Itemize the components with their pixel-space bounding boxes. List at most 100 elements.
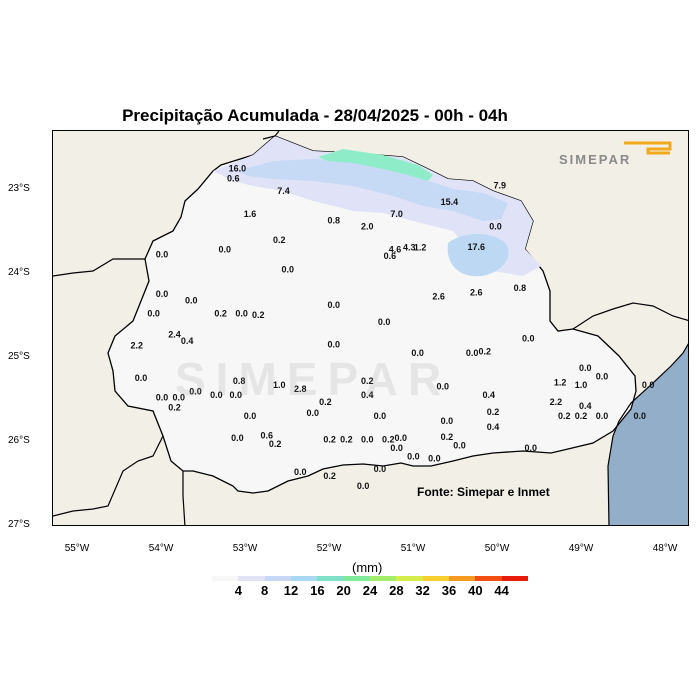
station-value-38: 0.0 [135, 373, 148, 383]
lat-label-23: 23°S [8, 183, 30, 194]
station-value-47: 0.0 [172, 393, 185, 403]
border-line-ne [572, 302, 688, 330]
rain-medium-area [238, 159, 508, 221]
station-value-64: 0.2 [487, 407, 500, 417]
legend-color-bar [212, 576, 528, 581]
simepar-watermark: SIMEPAR [175, 353, 452, 405]
station-value-2: 7.4 [277, 186, 290, 196]
station-value-37: 0.0 [466, 348, 479, 358]
station-value-69: 0.4 [487, 422, 500, 432]
station-value-14: 4.3 [403, 243, 416, 253]
legend-tick-16: 16 [310, 583, 325, 598]
station-value-59: 0.0 [596, 411, 609, 421]
station-value-8: 2.0 [361, 222, 374, 232]
station-value-44: 0.0 [189, 387, 202, 397]
station-value-87: 0.0 [357, 481, 370, 491]
station-value-53: 1.2 [554, 378, 567, 388]
legend-tick-4: 4 [234, 583, 242, 598]
station-value-42: 0.2 [361, 376, 374, 386]
station-value-67: 0.0 [441, 416, 454, 426]
lon-label-51: 51°W [400, 543, 426, 554]
rain-heavy-area [318, 149, 433, 181]
station-value-60: 0.0 [633, 411, 646, 421]
station-value-68: 0.0 [244, 411, 257, 421]
lon-label-53: 53°W [232, 543, 258, 554]
border-line-sw [53, 435, 164, 517]
legend-swatch-4 [317, 576, 344, 581]
station-value-7: 0.8 [328, 216, 341, 226]
lat-label-26: 26°S [8, 435, 30, 446]
lon-label-52: 52°W [316, 543, 342, 554]
map-title: Precipitação Acumulada - 28/04/2025 - 00… [122, 106, 508, 125]
rain-cell-area [447, 234, 509, 277]
station-value-45: 0.0 [210, 390, 223, 400]
station-value-75: 0.0 [361, 435, 374, 445]
legend-swatch-0 [212, 576, 239, 581]
lon-label-50: 50°W [484, 543, 510, 554]
station-value-48: 0.0 [156, 393, 169, 403]
station-value-51: 0.2 [168, 403, 181, 413]
station-value-5: 1.6 [244, 209, 257, 219]
map-frame: 16.0 0.6 7.4 15.4 7.9 1.6 7.0 0.8 2.0 0.0 0.2 0.0 0.… [52, 130, 689, 526]
station-value-13: 4.6 [389, 244, 402, 254]
legend-swatch-8 [422, 576, 449, 581]
station-value-28: 0.2 [252, 310, 265, 320]
lon-label-48: 48°W [652, 543, 678, 554]
legend-swatch-6 [369, 576, 397, 581]
station-value-36: 0.2 [478, 346, 491, 356]
station-value-10: 0.2 [273, 235, 286, 245]
lat-label-27: 27°S [8, 519, 30, 530]
legend-tick-24: 24 [362, 583, 378, 598]
station-value-57: 0.2 [575, 411, 588, 421]
legend-swatch-7 [396, 576, 423, 581]
station-value-49: 0.4 [361, 390, 374, 400]
legend-tick-44: 44 [494, 583, 509, 598]
station-value-86: 0.0 [374, 464, 387, 474]
station-value-15: 1.2 [414, 243, 427, 253]
border-line-south [182, 471, 186, 525]
legend-swatch-2 [264, 576, 291, 581]
legend-tick-36: 36 [441, 583, 457, 598]
station-value-23: 0.0 [185, 296, 198, 306]
station-value-20: 2.6 [470, 287, 483, 297]
station-value-0: 16.0 [229, 163, 247, 173]
legend-tick-20: 20 [336, 583, 351, 598]
station-value-29: 0.0 [378, 317, 391, 327]
station-value-19: 0.8 [514, 283, 527, 293]
border-line-west [53, 258, 145, 277]
lat-label-25: 25°S [8, 351, 30, 362]
station-value-61: 0.0 [642, 380, 655, 390]
simepar-logo-text: SIMEPAR [559, 152, 632, 167]
station-value-11: 0.0 [219, 244, 232, 254]
station-value-80: 0.0 [390, 443, 403, 453]
station-value-40: 1.0 [273, 380, 286, 390]
station-value-27: 0.0 [235, 308, 248, 318]
station-value-12: 0.0 [156, 249, 169, 259]
station-value-56: 0.4 [579, 401, 592, 411]
station-value-6: 7.0 [390, 209, 403, 219]
simepar-logo-icon [624, 141, 672, 155]
legend-unit: (mm) [352, 560, 383, 575]
station-value-82: 0.0 [428, 453, 441, 463]
map-canvas: 16.00.67.415.47.91.6 7.00.82.0 0.00.20.00.… [53, 131, 688, 525]
station-value-43: 0.0 [436, 382, 449, 392]
station-value-16: 17.6 [468, 242, 486, 252]
station-value-83: 0.0 [525, 443, 538, 453]
station-value-73: 0.2 [323, 435, 336, 445]
station-value-66: 0.0 [374, 411, 387, 421]
station-value-63: 0.0 [579, 363, 592, 373]
station-value-26: 0.2 [214, 308, 227, 318]
legend-swatch-1 [238, 576, 265, 581]
station-value-39: 0.8 [233, 376, 246, 386]
station-value-50: 0.2 [319, 397, 332, 407]
legend-swatch-11 [501, 576, 528, 581]
station-value-76: 0.2 [382, 435, 395, 445]
station-value-25: 0.0 [147, 308, 160, 318]
station-value-65: 0.0 [307, 408, 320, 418]
station-value-85: 0.2 [323, 471, 336, 481]
station-value-32: 2.2 [131, 340, 144, 350]
legend-tick-8: 8 [261, 583, 269, 598]
station-value-34: 0.0 [522, 334, 535, 344]
station-value-58: 0.2 [558, 411, 571, 421]
station-value-35: 0.0 [411, 348, 424, 358]
